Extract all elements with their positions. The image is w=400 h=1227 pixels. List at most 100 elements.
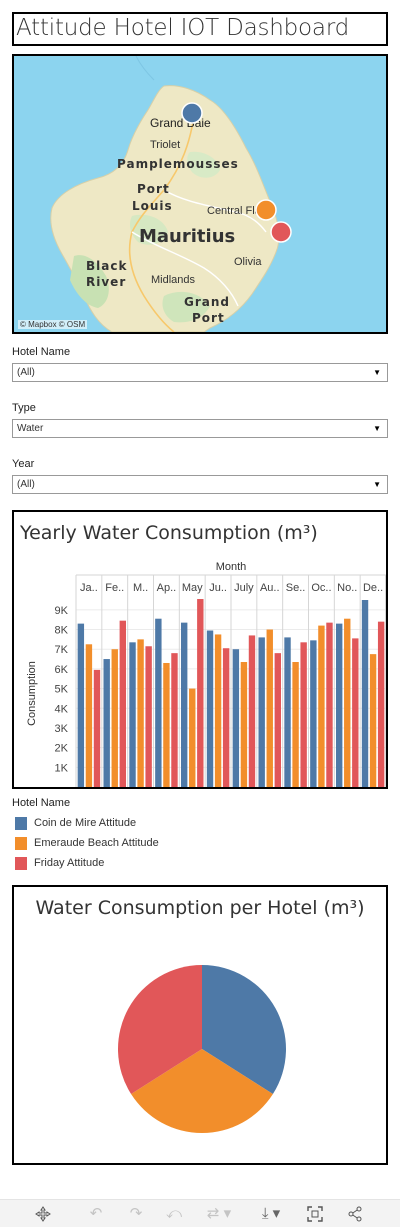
pie-chart-canvas[interactable]	[14, 887, 386, 1163]
x-category-label: Se..	[286, 582, 306, 594]
bar[interactable]	[369, 654, 377, 787]
filter-label: Hotel Name	[12, 346, 71, 358]
map-label: Port	[137, 182, 170, 196]
y-tick-label: 2K	[55, 743, 69, 755]
bar-chart-canvas[interactable]: Month Consumption 1K 2K 3K 4K 5K 6K 7K 8K 9K Ja.. Fe…	[14, 512, 386, 787]
bar[interactable]	[180, 622, 188, 787]
bar[interactable]	[214, 634, 222, 787]
bar[interactable]	[189, 688, 196, 787]
island-shape	[50, 85, 280, 332]
pie-slice[interactable]	[202, 965, 286, 1095]
bar[interactable]	[335, 623, 343, 787]
bar[interactable]	[266, 629, 273, 787]
move-icon[interactable]	[33, 1204, 53, 1224]
chart-title: Yearly Water Consumption (m³)	[20, 522, 318, 544]
bar[interactable]	[137, 639, 144, 787]
consumption-per-hotel-chart[interactable]: Water Consumption per Hotel (m³)	[12, 885, 388, 1165]
bar[interactable]	[240, 662, 248, 787]
bar[interactable]	[163, 662, 170, 787]
bar[interactable]	[310, 640, 317, 787]
x-category-label: Ju..	[209, 582, 227, 594]
bar[interactable]	[103, 659, 110, 787]
filter-year: Year (All) ▼	[12, 457, 388, 494]
yearly-consumption-chart[interactable]: Yearly Water Consumption (m³) Month Consu…	[12, 510, 388, 789]
x-category-label: De..	[363, 582, 383, 594]
map-label: Black	[86, 259, 127, 273]
bar[interactable]	[284, 637, 291, 787]
refresh-icon[interactable]: ⇄ ▾	[206, 1205, 232, 1222]
bar[interactable]	[119, 620, 127, 787]
map-canvas[interactable]: Grand Baie Triolet Pamplemousses Port Lo…	[14, 56, 386, 332]
x-category-label: No..	[337, 582, 357, 594]
bar[interactable]	[274, 653, 282, 787]
download-icon[interactable]: ⤓ ▾	[261, 1205, 281, 1222]
bar[interactable]	[197, 599, 204, 787]
y-tick-label: 4K	[55, 703, 69, 715]
map-marker-friday[interactable]	[270, 221, 292, 243]
dropdown-value: (All)	[17, 479, 35, 490]
bar[interactable]	[222, 648, 230, 787]
bar[interactable]	[318, 625, 325, 787]
bar[interactable]	[361, 600, 369, 787]
bar[interactable]	[145, 646, 152, 787]
bar[interactable]	[232, 649, 240, 787]
caret-down-icon: ▼	[373, 424, 381, 433]
revert-icon[interactable]: ⤺	[165, 1205, 183, 1222]
y-tick-label: 5K	[55, 684, 69, 696]
forest-area-central	[130, 214, 168, 245]
forest-area-north	[187, 151, 220, 178]
year-dropdown[interactable]: (All) ▼	[12, 475, 388, 494]
undo-icon[interactable]: ↶	[89, 1205, 103, 1222]
map-marker-coin-de-mire[interactable]	[181, 102, 203, 124]
fullscreen-icon[interactable]	[305, 1204, 325, 1224]
bar[interactable]	[377, 621, 385, 787]
legend-label: Emeraude Beach Attitude	[34, 837, 159, 849]
y-tick-label: 1K	[55, 762, 69, 774]
bar[interactable]	[129, 642, 136, 787]
share-icon[interactable]	[345, 1204, 365, 1224]
map-label: River	[86, 275, 126, 289]
bar[interactable]	[155, 618, 162, 787]
coast-reef	[135, 56, 155, 81]
road	[128, 115, 195, 332]
legend-title: Hotel Name	[12, 797, 71, 809]
hotel-name-dropdown[interactable]: (All) ▼	[12, 363, 388, 382]
bar[interactable]	[111, 649, 118, 787]
type-dropdown[interactable]: Water ▼	[12, 419, 388, 438]
legend-item[interactable]: Coin de Mire Attitude	[12, 813, 159, 833]
x-category-label: Au..	[260, 582, 280, 594]
dropdown-value: Water	[17, 423, 44, 434]
legend-swatch	[15, 836, 27, 850]
caret-down-icon: ▼	[373, 368, 381, 377]
hotel-legend: Hotel Name Coin de Mire Attitude Emeraud…	[12, 797, 159, 873]
bar[interactable]	[77, 623, 85, 787]
bar[interactable]	[300, 642, 307, 787]
legend-item[interactable]: Emeraude Beach Attitude	[12, 833, 159, 853]
map-marker-emeraude-beach[interactable]	[255, 199, 277, 221]
legend-item[interactable]: Friday Attitude	[12, 853, 159, 873]
map-attribution[interactable]: © Mapbox © OSM	[18, 320, 88, 329]
map-label: Triolet	[150, 139, 180, 151]
bar[interactable]	[248, 635, 256, 787]
filter-label: Year	[12, 458, 35, 470]
pie-slice[interactable]	[131, 1049, 273, 1133]
bar[interactable]	[352, 638, 359, 787]
x-category-label: Ap..	[157, 582, 177, 594]
bar[interactable]	[326, 622, 333, 787]
bar[interactable]	[93, 669, 101, 787]
bar[interactable]	[85, 644, 93, 787]
bar[interactable]	[206, 630, 214, 787]
road	[163, 189, 267, 233]
map-label: Port	[192, 311, 225, 325]
map-label: Olivia	[234, 256, 262, 268]
legend-label: Coin de Mire Attitude	[34, 817, 137, 829]
bar[interactable]	[344, 618, 351, 787]
redo-icon[interactable]: ↷	[129, 1205, 143, 1222]
x-category-label: May	[182, 582, 203, 594]
bar[interactable]	[171, 653, 178, 787]
map-view[interactable]: Grand Baie Triolet Pamplemousses Port Lo…	[12, 54, 388, 334]
bar[interactable]	[258, 637, 265, 787]
dropdown-value: (All)	[17, 367, 35, 378]
bar[interactable]	[292, 662, 299, 787]
pie-slice[interactable]	[118, 965, 202, 1095]
